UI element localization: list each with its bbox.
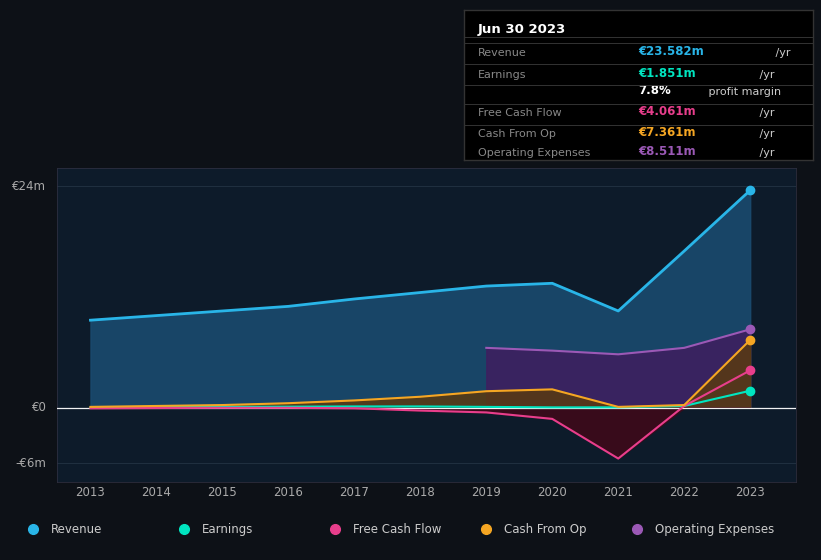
Text: €0: €0 — [31, 402, 47, 414]
Text: /yr: /yr — [755, 70, 774, 80]
Text: €23.582m: €23.582m — [639, 45, 704, 58]
Text: €24m: €24m — [12, 180, 47, 193]
Text: profit margin: profit margin — [705, 87, 782, 96]
Text: Free Cash Flow: Free Cash Flow — [478, 108, 562, 118]
Text: Jun 30 2023: Jun 30 2023 — [478, 23, 566, 36]
Text: €7.361m: €7.361m — [639, 125, 696, 138]
Text: €4.061m: €4.061m — [639, 105, 696, 118]
Text: €1.851m: €1.851m — [639, 67, 696, 80]
Text: Cash From Op: Cash From Op — [478, 129, 556, 138]
Text: Cash From Op: Cash From Op — [504, 522, 586, 536]
Text: Revenue: Revenue — [478, 48, 526, 58]
Text: Free Cash Flow: Free Cash Flow — [353, 522, 442, 536]
Text: €8.511m: €8.511m — [639, 145, 696, 158]
Text: Revenue: Revenue — [51, 522, 103, 536]
Text: -€6m: -€6m — [16, 456, 47, 470]
Text: Operating Expenses: Operating Expenses — [478, 148, 590, 158]
Text: Earnings: Earnings — [478, 70, 526, 80]
Text: Earnings: Earnings — [202, 522, 254, 536]
Text: 7.8%: 7.8% — [639, 83, 671, 96]
Text: /yr: /yr — [755, 148, 774, 158]
Text: Operating Expenses: Operating Expenses — [655, 522, 774, 536]
Text: /yr: /yr — [755, 129, 774, 138]
Text: /yr: /yr — [773, 48, 791, 58]
Text: /yr: /yr — [755, 108, 774, 118]
